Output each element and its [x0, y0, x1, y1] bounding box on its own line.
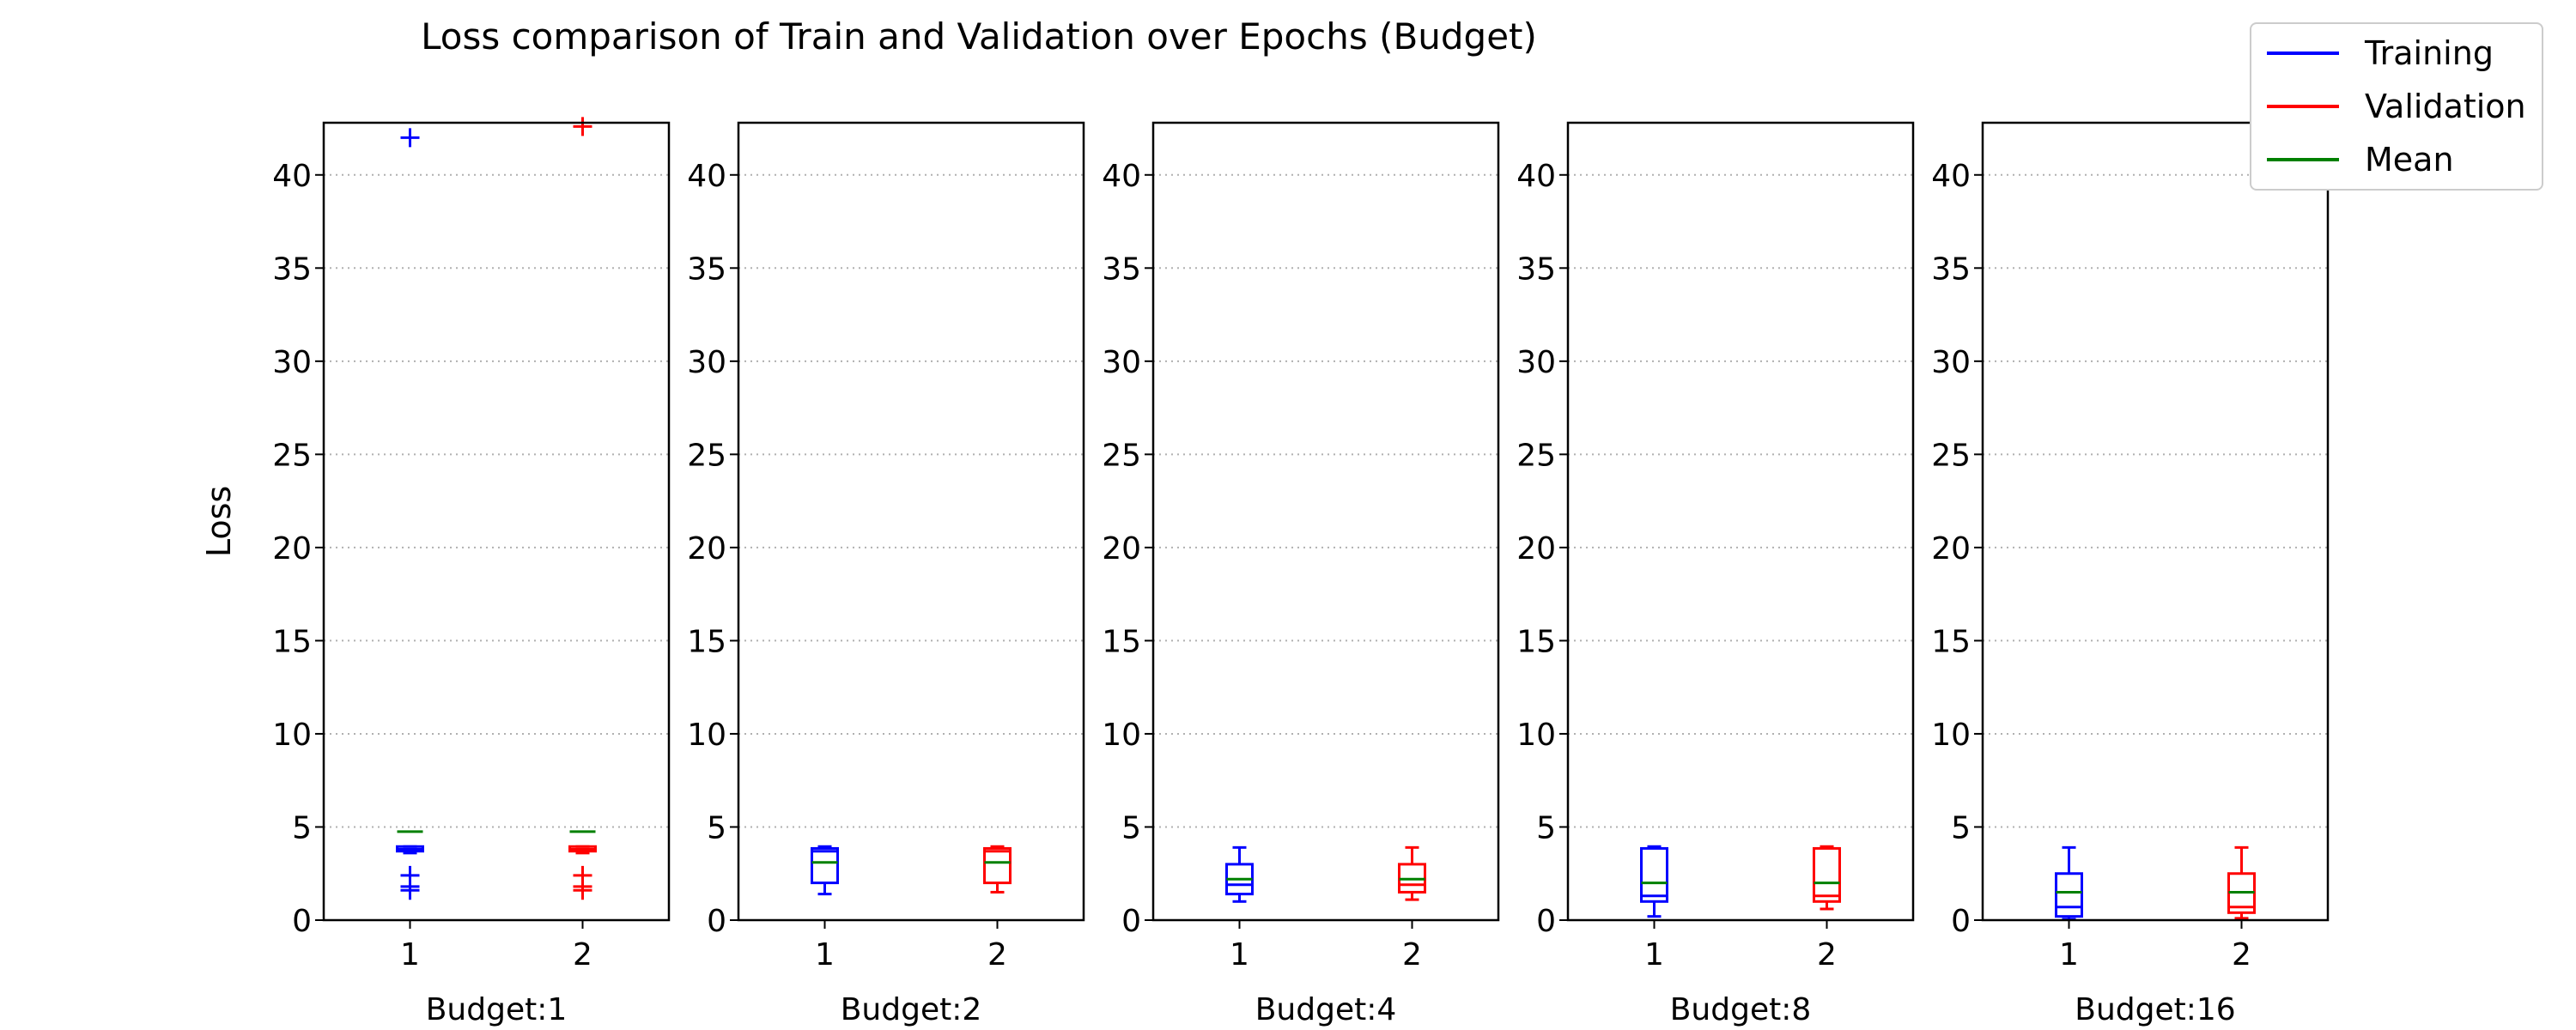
- panel-1-x-tick-label: 1: [400, 937, 420, 972]
- panel-4-y-tick-label: 25: [1516, 438, 1556, 473]
- legend-entry-mean: Mean: [2267, 134, 2454, 185]
- panel-5-y-tick-label: 15: [1931, 624, 1971, 659]
- panel-2-x-tick-label: 2: [987, 937, 1007, 972]
- panel-5-y-tick-label: 0: [1951, 904, 1971, 939]
- panel-4-y-tick-label: 35: [1516, 251, 1556, 287]
- y-axis-label: Loss: [200, 486, 238, 557]
- panel-4-y-tick-label: 0: [1536, 904, 1556, 939]
- panel-3-x-tick-label: 2: [1402, 937, 1422, 972]
- panel-1-y-tick-label: 30: [272, 345, 312, 380]
- panel-1-y-tick-label: 35: [272, 251, 312, 287]
- panel-5-y-tick-label: 25: [1931, 438, 1971, 473]
- panel-1-validation-flier: [573, 881, 592, 900]
- panel-3-y-tick-label: 15: [1102, 624, 1141, 659]
- panel-3-y-tick-label: 0: [1121, 904, 1141, 939]
- panel-1-y-tick-label: 25: [272, 438, 312, 473]
- panel-4-x-axis-label: Budget:8: [1670, 992, 1812, 1027]
- panel-3-x-tick-label: 1: [1230, 937, 1249, 972]
- panel-2-y-tick-label: 25: [687, 438, 726, 473]
- panel-4-x-tick-label: 1: [1644, 937, 1664, 972]
- panel-2-y-tick-label: 35: [687, 251, 726, 287]
- panel-4-y-tick-label: 20: [1516, 531, 1556, 566]
- panel-4-validation-box: [1813, 846, 1841, 903]
- panel-4-training-box: [1640, 846, 1668, 903]
- panel-4-y-tick-label: 30: [1516, 345, 1556, 380]
- legend-label-mean: Mean: [2365, 141, 2454, 179]
- panel-3-y-tick-label: 25: [1102, 438, 1141, 473]
- panel-5-y-tick-label: 35: [1931, 251, 1971, 287]
- panel-1-y-tick-label: 10: [272, 718, 312, 753]
- panel-5-frame: [1981, 121, 2330, 922]
- legend-swatch-mean: [2267, 158, 2339, 161]
- panel-1-y-tick-label: 0: [292, 904, 312, 939]
- panel-3-y-tick-label: 10: [1102, 718, 1141, 753]
- panel-5-training-box: [2055, 872, 2083, 918]
- panel-5-y-tick-label: 5: [1951, 810, 1971, 845]
- panel-2-y-tick-label: 40: [687, 159, 726, 194]
- panel-3-y-tick-label: 20: [1102, 531, 1141, 566]
- legend-swatch-training: [2267, 52, 2339, 55]
- panel-5-x-tick-label: 2: [2232, 937, 2251, 972]
- panel-5-y-tick-label: 20: [1931, 531, 1971, 566]
- figure-title: Loss comparison of Train and Validation …: [421, 15, 1537, 58]
- legend-entry-training: Training: [2267, 27, 2494, 79]
- panel-4-x-tick-label: 2: [1817, 937, 1837, 972]
- panel-3-y-tick-label: 5: [1121, 810, 1141, 845]
- panel-1-training-flier: [400, 881, 420, 900]
- panel-2-validation-box: [983, 846, 1012, 885]
- panel-2-training-box: [811, 846, 839, 885]
- legend-swatch-validation: [2267, 105, 2339, 108]
- panel-1-y-tick-label: 5: [292, 810, 312, 845]
- panel-2-y-tick-label: 10: [687, 718, 726, 753]
- panel-1-validation-flier: [573, 117, 592, 136]
- panel-3-frame: [1151, 121, 1500, 922]
- panel-2-x-tick-label: 1: [815, 937, 835, 972]
- panel-1-y-tick-label: 20: [272, 531, 312, 566]
- panel-5-y-tick-label: 40: [1931, 159, 1971, 194]
- panel-3-y-tick-label: 30: [1102, 345, 1141, 380]
- panel-1-y-tick-label: 40: [272, 159, 312, 194]
- panel-4-y-tick-label: 40: [1516, 159, 1556, 194]
- panel-2-frame: [737, 121, 1085, 922]
- panel-1-x-axis-label: Budget:1: [426, 992, 568, 1027]
- panel-2-y-tick-label: 0: [707, 904, 726, 939]
- panel-1-x-tick-label: 2: [573, 937, 592, 972]
- legend-entry-validation: Validation: [2267, 81, 2526, 132]
- panel-5-x-tick-label: 1: [2059, 937, 2079, 972]
- legend-label-training: Training: [2365, 34, 2494, 72]
- panel-1-frame: [322, 121, 671, 922]
- panel-3-y-tick-label: 35: [1102, 251, 1141, 287]
- panel-4-y-tick-label: 15: [1516, 624, 1556, 659]
- panel-2-y-tick-label: 30: [687, 345, 726, 380]
- legend: Training Validation Mean: [2250, 22, 2543, 191]
- panel-2-y-tick-label: 20: [687, 531, 726, 566]
- panel-4-y-tick-label: 5: [1536, 810, 1556, 845]
- panel-4-y-tick-label: 10: [1516, 718, 1556, 753]
- panel-1-y-tick-label: 15: [272, 624, 312, 659]
- legend-label-validation: Validation: [2365, 88, 2526, 125]
- panel-2-y-tick-label: 5: [707, 810, 726, 845]
- panel-2-x-axis-label: Budget:2: [841, 992, 982, 1027]
- panel-5-y-tick-label: 30: [1931, 345, 1971, 380]
- panel-3-x-axis-label: Budget:4: [1255, 992, 1397, 1027]
- panel-2-y-tick-label: 15: [687, 624, 726, 659]
- panel-5-x-axis-label: Budget:16: [2075, 992, 2235, 1027]
- panel-4-frame: [1566, 121, 1915, 922]
- panel-1-training-flier: [400, 128, 420, 148]
- panel-5-y-tick-label: 10: [1931, 718, 1971, 753]
- panel-3-y-tick-label: 40: [1102, 159, 1141, 194]
